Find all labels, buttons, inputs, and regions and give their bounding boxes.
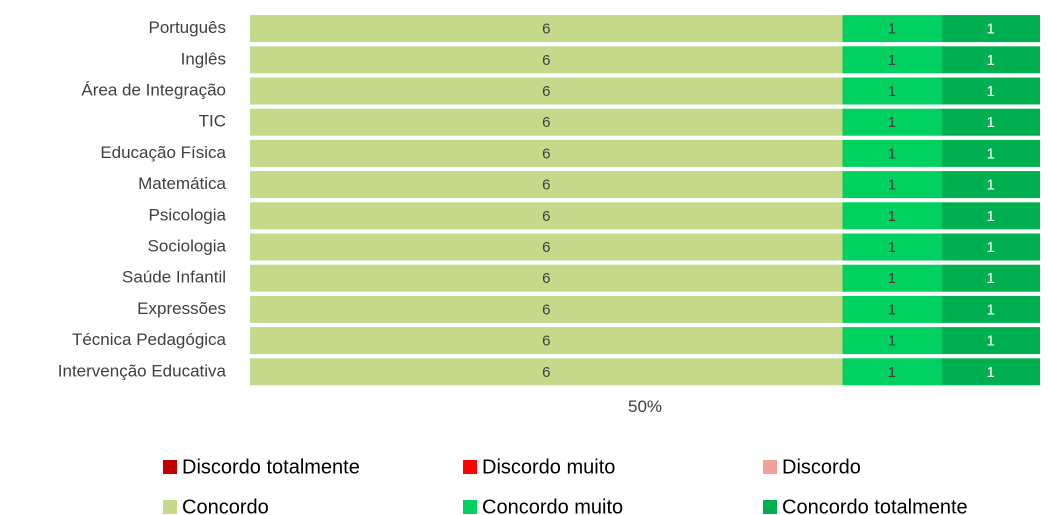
bar-segment bbox=[941, 77, 1040, 105]
bar-segment bbox=[941, 295, 1040, 323]
value-label: 1 bbox=[888, 301, 896, 318]
y-tick-label: Intervenção Educativa bbox=[58, 361, 227, 380]
value-label: 1 bbox=[888, 114, 896, 131]
legend-swatch bbox=[463, 500, 477, 514]
value-label: 1 bbox=[888, 21, 896, 38]
value-label: 6 bbox=[542, 21, 550, 38]
value-label: 1 bbox=[888, 239, 896, 256]
value-label: 1 bbox=[888, 83, 896, 100]
legend-label: Discordo totalmente bbox=[182, 456, 360, 478]
y-tick-label: Português bbox=[149, 18, 227, 37]
bar-segment bbox=[842, 264, 942, 292]
value-label: 1 bbox=[888, 177, 896, 194]
legend-swatch bbox=[763, 460, 777, 474]
legend-swatch bbox=[463, 460, 477, 474]
value-label: 1 bbox=[986, 333, 994, 350]
value-label: 6 bbox=[542, 333, 550, 350]
value-label: 1 bbox=[986, 145, 994, 162]
bar-segment bbox=[250, 264, 843, 292]
bar-segment bbox=[250, 15, 843, 43]
bar-segment bbox=[941, 171, 1040, 199]
value-label: 6 bbox=[542, 52, 550, 69]
bar-segment bbox=[250, 46, 843, 74]
value-label: 6 bbox=[542, 177, 550, 194]
bar-segment bbox=[941, 233, 1040, 261]
bar-segment bbox=[941, 264, 1040, 292]
legend-swatch bbox=[163, 500, 177, 514]
bar-segment bbox=[250, 77, 843, 105]
bar-segment bbox=[250, 171, 843, 199]
value-label: 6 bbox=[542, 301, 550, 318]
legend-label: Concordo totalmente bbox=[782, 496, 968, 515]
y-tick-label: Inglês bbox=[181, 49, 226, 68]
y-tick-label: Matemática bbox=[138, 174, 226, 193]
value-label: 1 bbox=[888, 364, 896, 381]
y-tick-label: Educação Física bbox=[100, 143, 226, 162]
bar-segment bbox=[941, 202, 1040, 230]
legend-swatch bbox=[163, 460, 177, 474]
value-label: 1 bbox=[888, 145, 896, 162]
bar-segment bbox=[250, 327, 843, 355]
value-label: 1 bbox=[986, 270, 994, 287]
y-tick-label: Saúde Infantil bbox=[122, 268, 226, 287]
value-label: 1 bbox=[986, 114, 994, 131]
legend-label: Discordo bbox=[782, 456, 861, 478]
value-label: 1 bbox=[986, 52, 994, 69]
bar-segment bbox=[842, 295, 942, 323]
y-tick-label: Área de Integração bbox=[81, 80, 226, 99]
legend-label: Discordo muito bbox=[482, 456, 615, 478]
legend-swatch bbox=[763, 500, 777, 514]
value-label: 6 bbox=[542, 114, 550, 131]
legend-label: Concordo bbox=[182, 496, 269, 515]
bar-segment bbox=[842, 139, 942, 167]
value-label: 6 bbox=[542, 239, 550, 256]
value-label: 1 bbox=[986, 83, 994, 100]
bar-segment bbox=[250, 202, 843, 230]
y-tick-label: Sociologia bbox=[148, 236, 227, 255]
bar-segment bbox=[941, 139, 1040, 167]
bar-segment bbox=[941, 46, 1040, 74]
bar-segment bbox=[941, 358, 1040, 386]
value-label: 1 bbox=[986, 208, 994, 225]
bar-segment bbox=[842, 358, 942, 386]
y-tick-label: TIC bbox=[199, 112, 226, 131]
legend-label: Concordo muito bbox=[482, 496, 623, 515]
value-label: 1 bbox=[986, 301, 994, 318]
bar-segment bbox=[842, 15, 942, 43]
value-label: 6 bbox=[542, 83, 550, 100]
value-label: 6 bbox=[542, 364, 550, 381]
value-label: 1 bbox=[888, 270, 896, 287]
bar-segment bbox=[842, 108, 942, 136]
bar-segment bbox=[941, 327, 1040, 355]
value-label: 1 bbox=[986, 364, 994, 381]
bar-segment bbox=[250, 358, 843, 386]
y-tick-label: Expressões bbox=[137, 299, 226, 318]
bar-segment bbox=[842, 202, 942, 230]
value-label: 1 bbox=[888, 52, 896, 69]
value-label: 1 bbox=[986, 239, 994, 256]
bar-segment bbox=[941, 108, 1040, 136]
y-tick-label: Psicologia bbox=[149, 205, 227, 224]
bar-segment bbox=[842, 77, 942, 105]
bar-segment bbox=[842, 327, 942, 355]
value-label: 1 bbox=[888, 208, 896, 225]
bar-segment bbox=[250, 139, 843, 167]
bar-segment bbox=[842, 171, 942, 199]
bar-segment bbox=[842, 233, 942, 261]
x-tick-label: 50% bbox=[628, 397, 662, 416]
bar-segment bbox=[250, 295, 843, 323]
value-label: 6 bbox=[542, 270, 550, 287]
y-tick-label: Técnica Pedagógica bbox=[72, 330, 227, 349]
bar-segment bbox=[842, 46, 942, 74]
value-label: 6 bbox=[542, 208, 550, 225]
value-label: 1 bbox=[986, 21, 994, 38]
bar-segment bbox=[250, 233, 843, 261]
bar-segment bbox=[941, 15, 1040, 43]
bar-segment bbox=[250, 108, 843, 136]
value-label: 6 bbox=[542, 145, 550, 162]
value-label: 1 bbox=[986, 177, 994, 194]
value-label: 1 bbox=[888, 333, 896, 350]
